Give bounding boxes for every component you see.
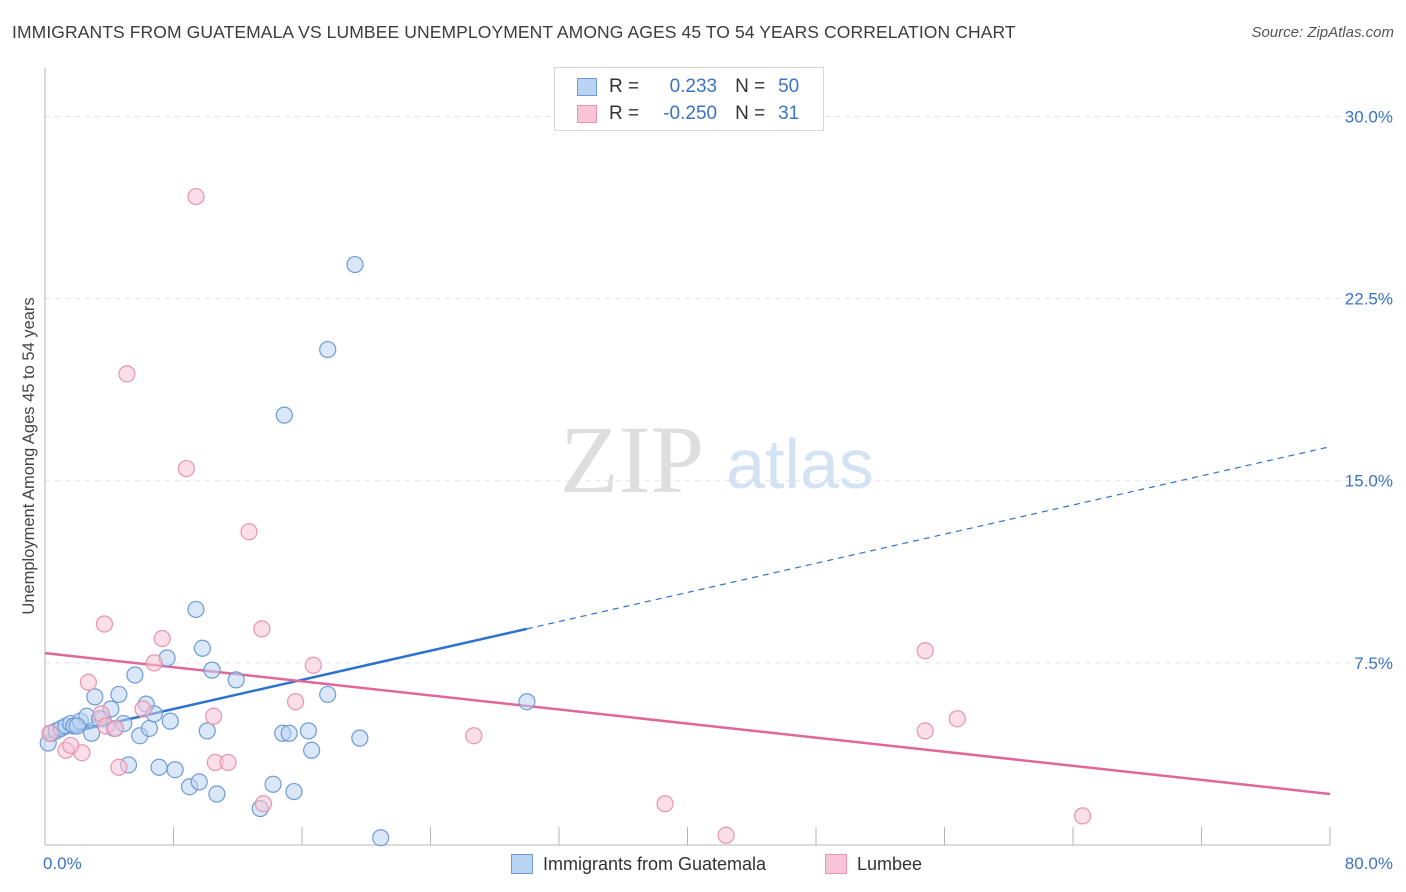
legend-swatch-pink <box>577 105 597 123</box>
point-lumbee <box>254 795 273 813</box>
point-guatemala <box>227 671 245 689</box>
series-name-lumbee: Lumbee <box>857 853 923 874</box>
x-tick-label-max: 80.0% <box>1345 854 1393 873</box>
point-lumbee <box>1074 807 1092 825</box>
point-guatemala <box>126 666 144 684</box>
point-guatemala <box>82 724 101 742</box>
point-lumbee <box>219 753 237 772</box>
point-guatemala <box>110 685 128 704</box>
legend-r-label: R = <box>609 103 640 124</box>
point-guatemala <box>187 600 205 619</box>
legend-r-label: R = <box>609 76 640 97</box>
legend-row-lumbee: R = -0.250 N = 31 <box>577 101 799 127</box>
point-guatemala <box>193 639 212 657</box>
point-guatemala <box>285 782 303 801</box>
point-guatemala <box>140 719 159 738</box>
point-guatemala <box>372 829 390 847</box>
legend-n-label: N = <box>735 103 766 124</box>
point-lumbee <box>177 459 195 478</box>
watermark-atlas: atlas <box>726 425 874 503</box>
series-swatch-blue <box>511 854 533 874</box>
point-guatemala <box>518 693 536 711</box>
legend-row-guatemala: R = 0.233 N = 50 <box>577 74 799 100</box>
point-guatemala <box>150 758 168 776</box>
point-lumbee <box>656 795 674 813</box>
series-legend-guatemala[interactable]: Immigrants from Guatemala <box>511 852 766 876</box>
point-lumbee <box>286 693 305 711</box>
point-guatemala <box>190 773 208 791</box>
point-guatemala <box>346 255 364 274</box>
point-guatemala <box>264 775 282 793</box>
point-guatemala <box>161 712 179 730</box>
point-lumbee <box>240 523 258 541</box>
y-tick-label: 15.0% <box>1345 472 1393 491</box>
point-guatemala <box>86 688 104 706</box>
point-lumbee <box>465 727 483 745</box>
chart-title: IMMIGRANTS FROM GUATEMALA VS LUMBEE UNEM… <box>12 22 1016 42</box>
point-lumbee <box>187 187 205 206</box>
point-lumbee <box>304 656 322 674</box>
point-lumbee <box>41 724 59 742</box>
y-tick-label: 7.5% <box>1354 654 1393 673</box>
legend-n-value-guatemala: 50 <box>778 76 800 97</box>
gridlines <box>45 115 1392 664</box>
point-guatemala <box>203 661 221 679</box>
point-lumbee <box>717 826 735 844</box>
point-lumbee <box>107 719 125 738</box>
data-points <box>39 187 1092 847</box>
point-lumbee <box>153 629 171 648</box>
point-guatemala <box>198 722 216 740</box>
point-lumbee <box>916 642 934 660</box>
point-guatemala <box>299 722 318 740</box>
legend-n-label: N = <box>735 76 766 97</box>
point-guatemala <box>319 340 337 359</box>
legend-swatch-blue <box>577 78 597 96</box>
series-legend-lumbee[interactable]: Lumbee <box>825 852 922 876</box>
y-tick-label: 22.5% <box>1345 290 1393 309</box>
legend-r-value-lumbee: -0.250 <box>663 103 718 124</box>
point-lumbee <box>95 615 114 633</box>
point-guatemala <box>68 717 86 735</box>
point-guatemala <box>319 685 337 704</box>
source-label: Source: ZipAtlas.com <box>1251 24 1394 41</box>
point-lumbee <box>134 700 152 718</box>
watermark-zip: ZIP <box>560 406 704 513</box>
y-axis-label: Unemployment Among Ages 45 to 54 years <box>20 297 38 614</box>
tick-labels: 7.5% 15.0% 22.5% 30.0% 0.0% 80.0% <box>43 107 1393 873</box>
point-guatemala <box>280 724 298 742</box>
point-lumbee <box>118 365 136 383</box>
y-tick-label: 30.0% <box>1345 107 1393 126</box>
series-swatch-pink <box>825 854 847 874</box>
legend-r-value-guatemala: 0.233 <box>669 76 718 97</box>
point-lumbee <box>145 654 163 672</box>
trend-line-guatemala-extrapolated <box>526 446 1331 630</box>
trend-line-lumbee <box>44 651 1331 796</box>
point-lumbee <box>916 722 934 740</box>
point-guatemala <box>275 406 293 424</box>
point-lumbee <box>948 710 966 728</box>
point-guatemala <box>208 785 226 803</box>
point-lumbee <box>205 707 223 725</box>
correlation-legend: R = 0.233 N = 50 R = -0.250 N = 31 <box>554 67 824 131</box>
axes <box>44 68 1331 846</box>
point-lumbee <box>110 758 128 776</box>
series-name-guatemala: Immigrants from Guatemala <box>543 853 767 874</box>
point-lumbee <box>62 736 80 755</box>
point-lumbee <box>79 673 97 691</box>
point-guatemala <box>303 741 321 759</box>
point-guatemala <box>351 729 369 747</box>
point-guatemala <box>166 761 184 779</box>
x-tick-label-min: 0.0% <box>43 854 82 873</box>
point-lumbee <box>253 620 271 638</box>
legend-n-value-lumbee: 31 <box>778 103 800 124</box>
